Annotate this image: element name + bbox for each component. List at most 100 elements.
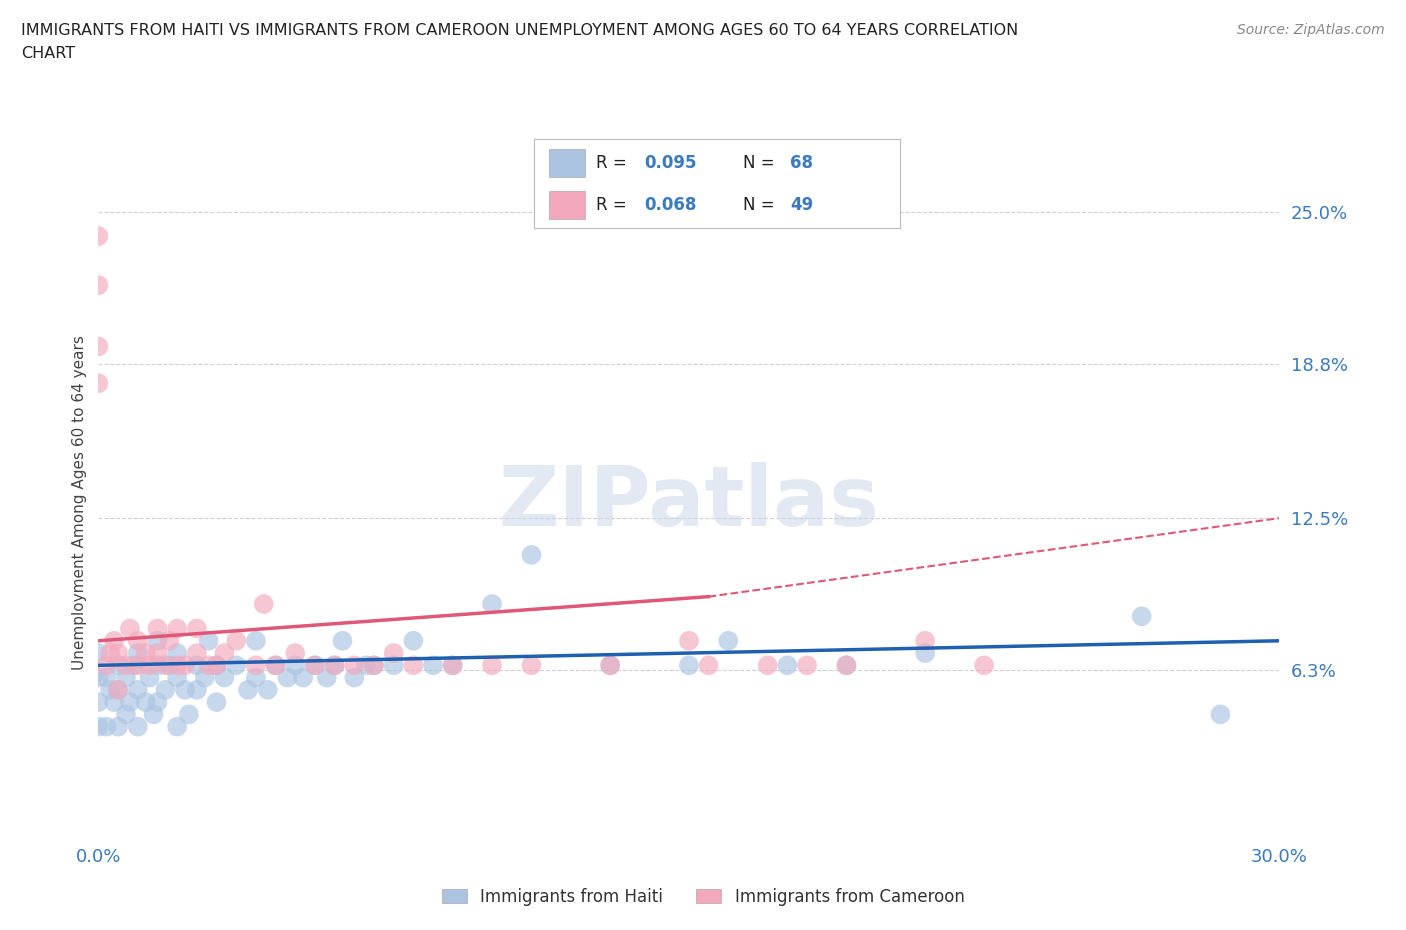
Point <box>166 671 188 685</box>
Point <box>776 658 799 672</box>
Point <box>87 278 110 293</box>
Point <box>205 695 228 710</box>
Point <box>914 645 936 660</box>
Point <box>186 658 208 672</box>
Point <box>87 376 110 391</box>
Point <box>284 658 307 672</box>
Point <box>214 645 236 660</box>
Point <box>186 645 208 660</box>
Legend: Immigrants from Haiti, Immigrants from Cameroon: Immigrants from Haiti, Immigrants from C… <box>434 881 972 912</box>
Point <box>323 658 346 672</box>
Point <box>197 658 219 672</box>
Point <box>599 658 621 672</box>
Point <box>835 658 858 672</box>
Point <box>103 695 125 710</box>
Point <box>174 658 197 672</box>
Point <box>323 658 346 672</box>
Point <box>717 633 740 648</box>
Point <box>835 658 858 672</box>
Point <box>118 621 141 636</box>
Point <box>87 339 110 354</box>
Point <box>253 596 276 611</box>
Point <box>441 658 464 672</box>
Point <box>678 658 700 672</box>
Text: CHART: CHART <box>21 46 75 61</box>
Text: ZIPatlas: ZIPatlas <box>499 461 879 543</box>
Point <box>315 671 337 685</box>
Text: IMMIGRANTS FROM HAITI VS IMMIGRANTS FROM CAMEROON UNEMPLOYMENT AMONG AGES 60 TO : IMMIGRANTS FROM HAITI VS IMMIGRANTS FROM… <box>21 23 1018 38</box>
Point <box>174 683 197 698</box>
Point <box>96 658 118 672</box>
Point <box>96 671 118 685</box>
Point <box>422 658 444 672</box>
Point <box>157 633 180 648</box>
Point <box>103 633 125 648</box>
Point <box>225 633 247 648</box>
Point <box>146 695 169 710</box>
Point <box>256 683 278 698</box>
Point <box>382 658 405 672</box>
Point <box>225 658 247 672</box>
Text: R =: R = <box>596 154 633 172</box>
Point <box>146 633 169 648</box>
Point <box>363 658 385 672</box>
Point <box>155 683 177 698</box>
Point <box>127 645 149 660</box>
Point <box>343 658 366 672</box>
Point <box>142 707 165 722</box>
Point <box>796 658 818 672</box>
Text: R =: R = <box>596 196 633 214</box>
Point <box>98 645 121 660</box>
Point <box>914 633 936 648</box>
Point <box>245 658 267 672</box>
Point <box>135 695 157 710</box>
Point <box>276 671 298 685</box>
Point <box>214 671 236 685</box>
Point <box>354 658 377 672</box>
Text: 68: 68 <box>790 154 813 172</box>
Point <box>205 658 228 672</box>
Point <box>118 695 141 710</box>
Point <box>127 633 149 648</box>
Point <box>138 671 160 685</box>
Point <box>166 719 188 734</box>
Point <box>382 645 405 660</box>
Point <box>177 707 200 722</box>
Point <box>441 658 464 672</box>
Text: 0.095: 0.095 <box>644 154 696 172</box>
Point <box>107 683 129 698</box>
Point <box>304 658 326 672</box>
Text: N =: N = <box>742 196 779 214</box>
Point <box>756 658 779 672</box>
Point <box>481 658 503 672</box>
Point <box>304 658 326 672</box>
Point <box>264 658 287 672</box>
Point <box>520 548 543 563</box>
Point <box>96 719 118 734</box>
Point <box>98 683 121 698</box>
Point <box>166 621 188 636</box>
Point <box>166 645 188 660</box>
Point <box>166 658 188 672</box>
Point <box>402 633 425 648</box>
Point <box>245 671 267 685</box>
Point <box>115 658 138 672</box>
Point <box>284 645 307 660</box>
Point <box>186 621 208 636</box>
Point <box>186 683 208 698</box>
Point <box>107 645 129 660</box>
Point <box>194 671 217 685</box>
Point <box>155 658 177 672</box>
Point <box>127 658 149 672</box>
Point <box>87 229 110 244</box>
Point <box>236 683 259 698</box>
Point <box>205 658 228 672</box>
Point <box>343 671 366 685</box>
Point <box>332 633 354 648</box>
Point <box>138 658 160 672</box>
Point <box>87 719 110 734</box>
Point <box>122 658 145 672</box>
Point <box>292 671 315 685</box>
FancyBboxPatch shape <box>548 149 585 178</box>
Point <box>599 658 621 672</box>
